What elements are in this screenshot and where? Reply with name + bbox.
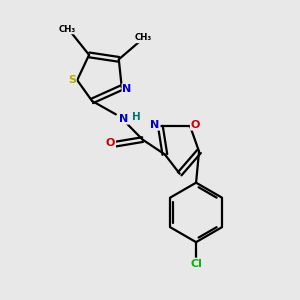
- Text: O: O: [191, 120, 200, 130]
- Text: CH₃: CH₃: [59, 25, 76, 34]
- Text: N: N: [122, 84, 132, 94]
- Text: N: N: [150, 120, 160, 130]
- Text: S: S: [68, 75, 76, 85]
- Text: CH₃: CH₃: [134, 33, 152, 42]
- Text: O: O: [106, 138, 115, 148]
- Text: Cl: Cl: [190, 259, 202, 269]
- Text: H: H: [132, 112, 141, 122]
- Text: N: N: [119, 114, 128, 124]
